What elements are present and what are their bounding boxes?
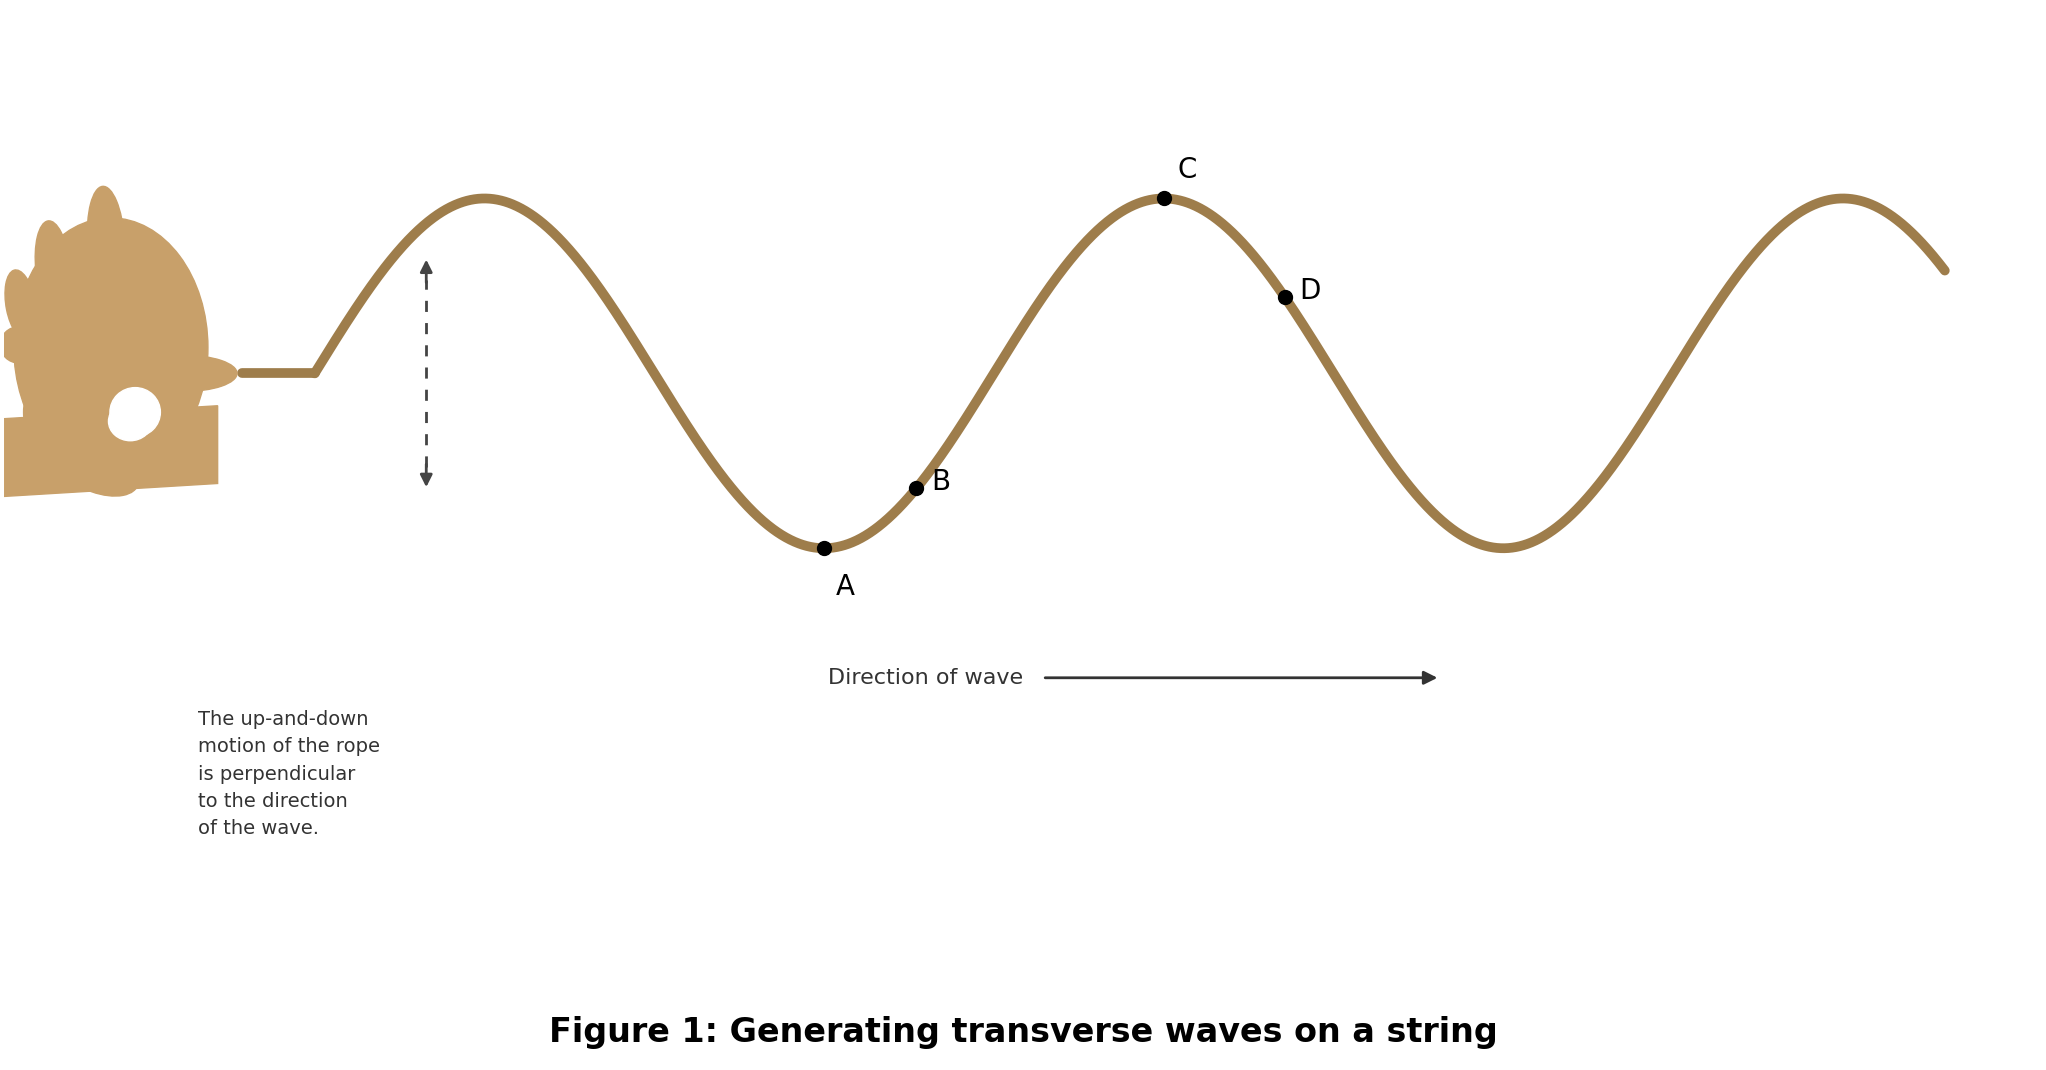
Text: C: C [1176,156,1197,184]
Point [808,539,841,556]
Ellipse shape [110,387,160,437]
Ellipse shape [53,440,139,496]
Text: B: B [931,468,949,495]
Ellipse shape [31,294,74,336]
Ellipse shape [0,326,37,363]
Text: Direction of wave: Direction of wave [829,668,1023,688]
Ellipse shape [25,348,178,477]
Ellipse shape [14,218,209,477]
Point [900,479,933,496]
Ellipse shape [68,273,117,318]
Ellipse shape [35,220,70,314]
Ellipse shape [4,270,37,339]
Ellipse shape [88,186,125,296]
Text: D: D [1299,277,1322,305]
Polygon shape [57,406,155,490]
Text: Figure 1: Generating transverse waves on a string: Figure 1: Generating transverse waves on… [548,1015,1498,1049]
Ellipse shape [131,355,237,392]
Point [1148,189,1181,207]
Polygon shape [4,406,217,496]
Ellipse shape [108,402,151,441]
Text: A: A [835,574,855,601]
Ellipse shape [198,360,227,387]
Text: The up-and-down
motion of the rope
is perpendicular
to the direction
of the wave: The up-and-down motion of the rope is pe… [198,710,381,838]
Point [1269,289,1301,306]
